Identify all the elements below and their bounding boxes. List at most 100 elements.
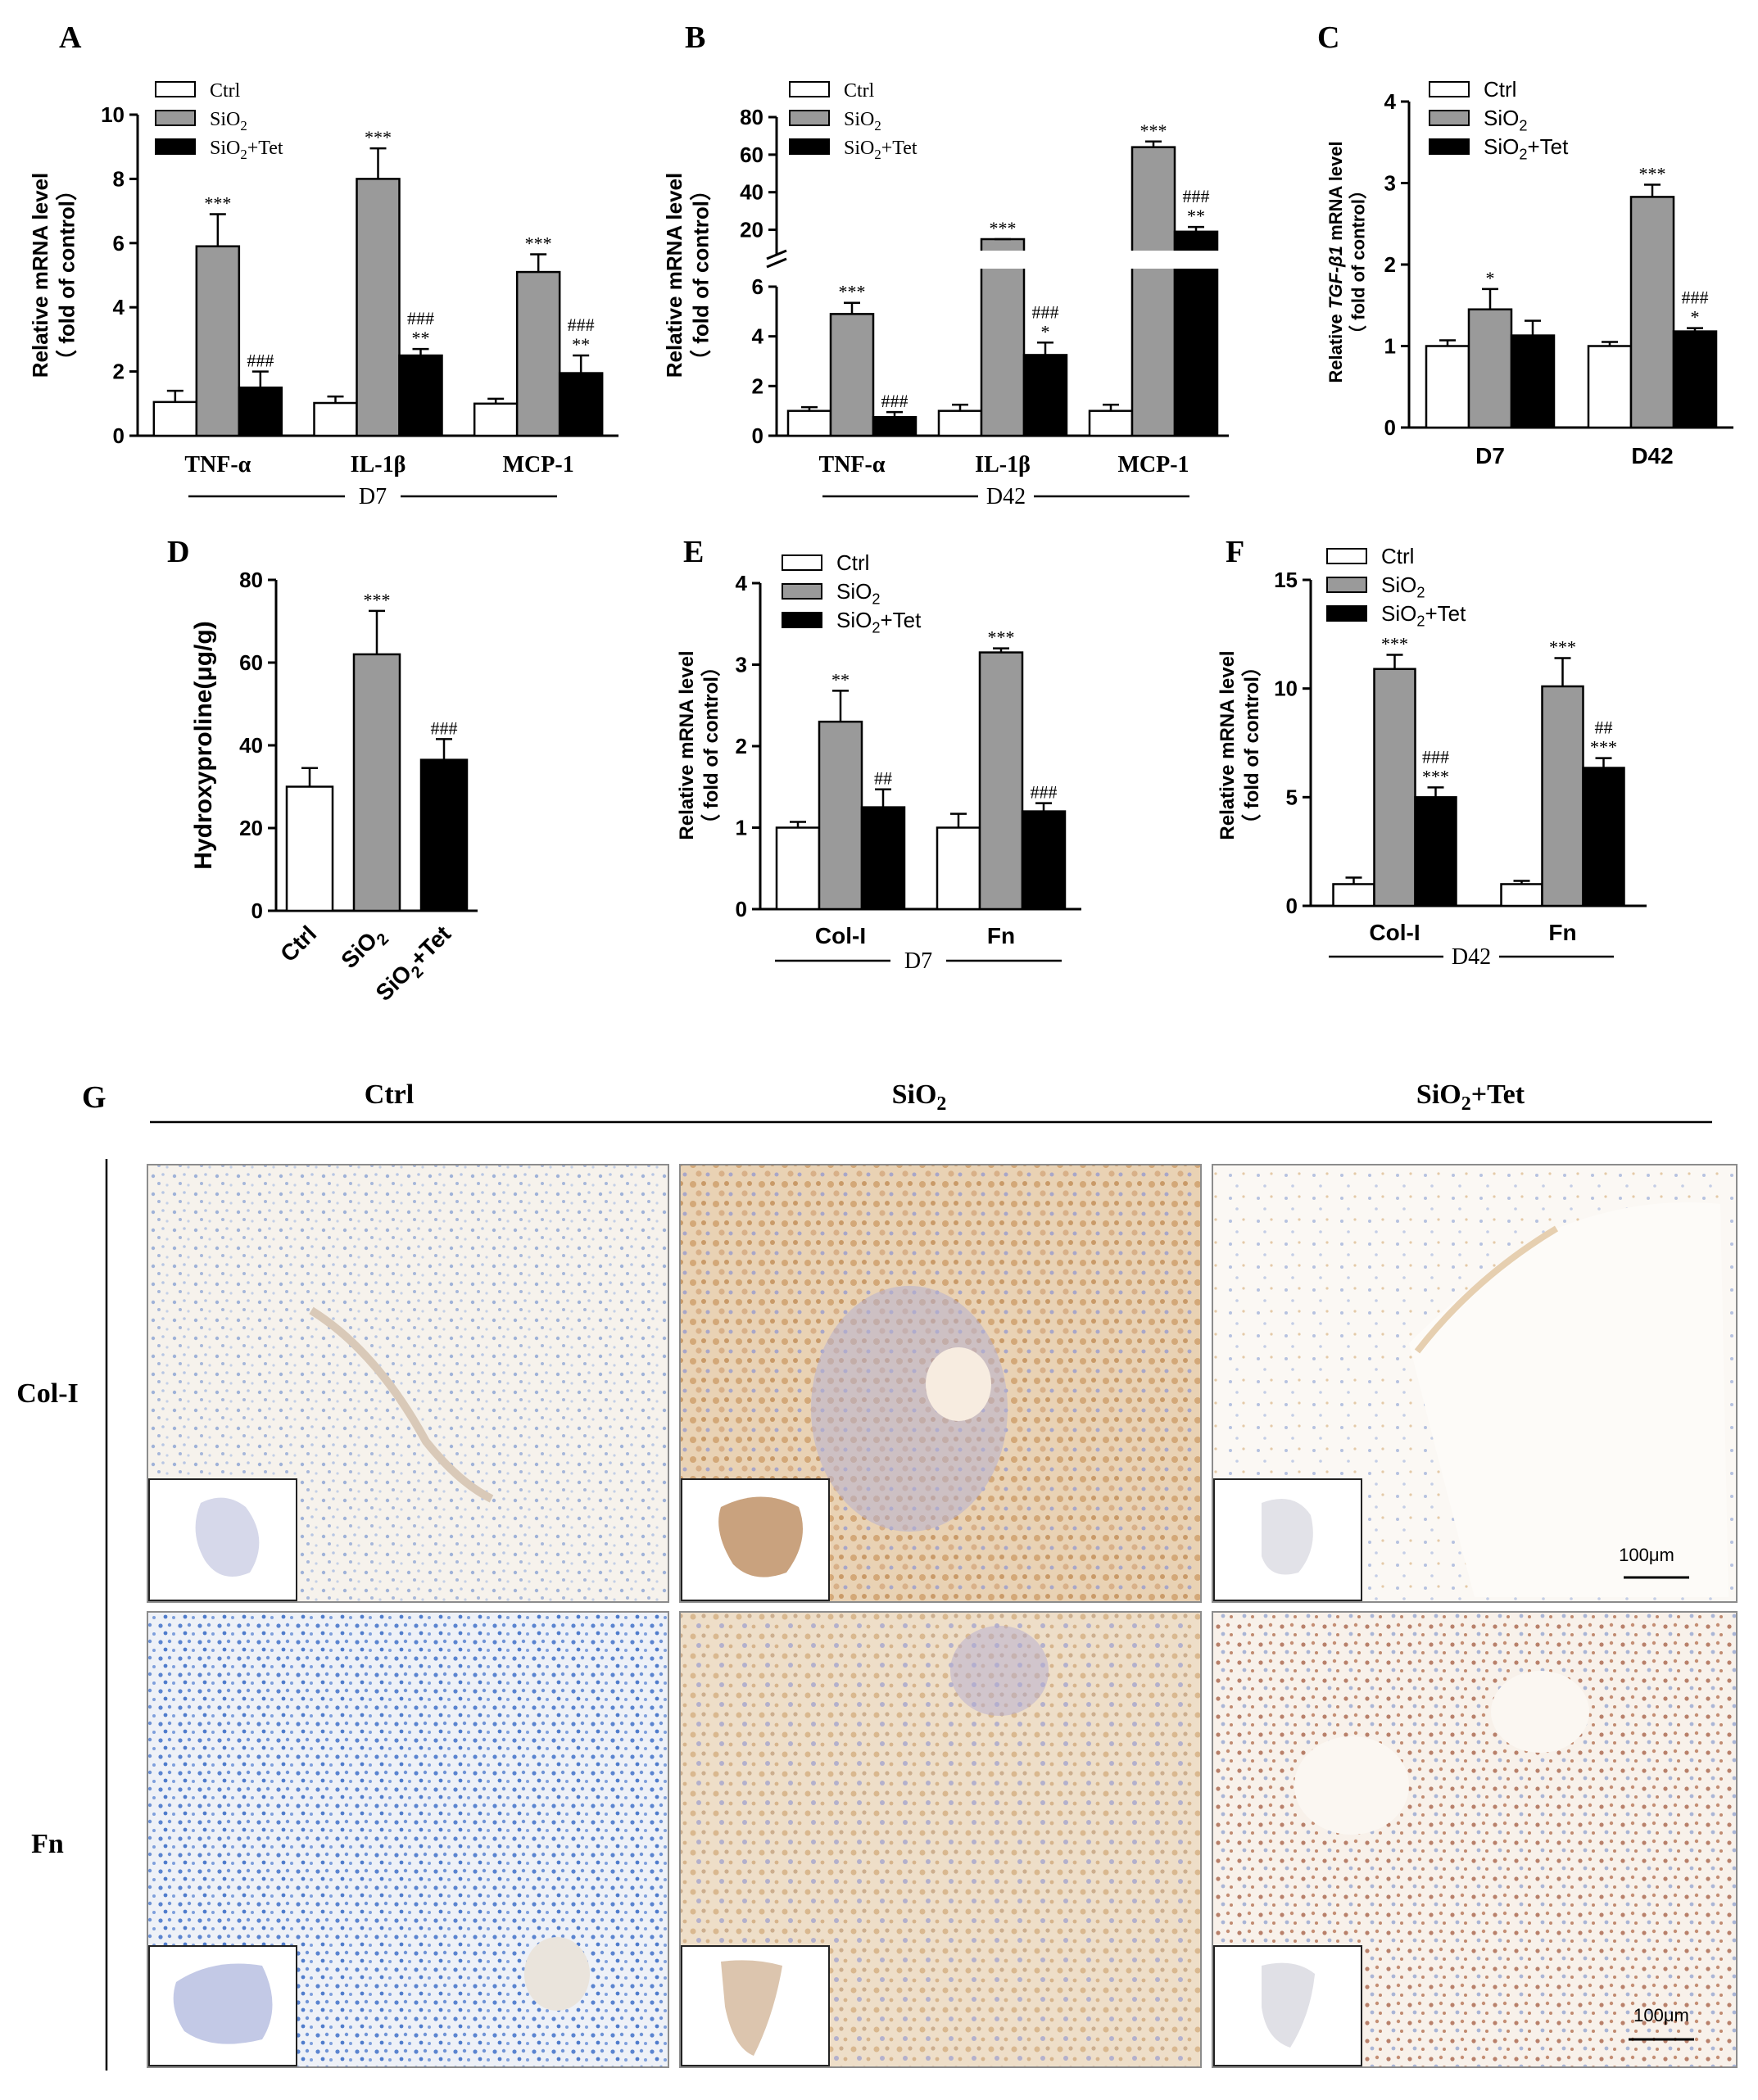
y-tick-label-3: 60 [239,650,263,675]
y-tick-label-0: 0 [251,898,263,923]
y-tick-label-0: 0 [736,897,747,921]
legend-label-2-suffix: +Tet [880,608,922,632]
bar-0-0 [786,410,832,437]
y-label-part-0-0: Relative [1325,309,1346,383]
y-label: Hydroxyproline(μg/g) [190,621,217,869]
legend-label-2-suffix: +Tet [1425,601,1466,626]
legend-swatch-1 [782,583,822,600]
y-tick-label-4: 8 [113,166,125,191]
panel-letter-a: A [59,20,82,55]
panel-letter-f: F [1226,535,1244,569]
x-tick-label-0: Col-I [815,923,866,948]
tile-col1-sio2 [679,1164,1202,1603]
ann-1-2-0: *** [1590,737,1617,758]
legend-swatch-1 [1326,577,1367,593]
y-label-line-0: Relative mRNA level [1217,650,1239,840]
ann-0-2-0: ### [247,351,274,371]
ann-1-0: *** [364,590,391,610]
y-tick-high-label-3: 80 [740,105,763,129]
bar-1-0 [937,410,983,437]
panel-letter-e: E [683,535,704,569]
y-label-line-1: （ fold of control） [1241,657,1263,834]
group-d7-gap [345,482,401,506]
axis-break-2 [766,257,787,269]
ann-2-2-1: ### [1183,186,1210,206]
legend-swatch-1 [1429,110,1470,126]
legend-label-2-suffix: +Tet [247,138,283,159]
y-tick-label-5: 10 [101,102,125,127]
legend-swatch-0 [1326,548,1367,564]
legend-label-1-sub: 2 [872,591,880,608]
x-tick-label-2: MCP-1 [1117,452,1189,477]
legend-swatch-2 [1326,605,1367,622]
group-d42-gap [978,482,1034,506]
y-label-line-1: （ fold of control） [55,179,79,371]
y-label-line-0: Relative TGF-β1 mRNA level [1325,141,1346,382]
histology-col-tet: SiO2+Tet [1416,1079,1525,1115]
ann-1-1-0: *** [1639,163,1666,183]
bar-0-1 [1373,668,1416,907]
ann-1-1-0: *** [365,127,392,147]
legend-label-1-main: SiO [1381,573,1416,597]
legend-label-2-main: SiO [1381,601,1416,626]
legend-label-1: SiO2 [1381,573,1425,601]
group-f-d42-gap [1443,942,1499,966]
legend-swatch-1 [789,110,830,126]
y-label-line-0: Relative mRNA level [28,173,52,378]
scalebar-bottom-label: 100μm [1633,2005,1689,2025]
histology-row-col1: Col-I [16,1378,79,1409]
ann-1-2-1: ### [1682,287,1709,308]
bar-2 [419,758,469,912]
y-tick-label-2: 2 [736,734,747,758]
y-label: Relative mRNA level（ fold of control） [1217,650,1263,840]
legend-swatch-1 [155,110,196,126]
tile-fn-sio2 [679,1611,1202,2068]
x-tick-label-0: Col-I [1369,920,1420,945]
y-tick-label-4: 4 [1384,89,1397,114]
scalebar-top: 100μm [1619,1545,1689,1579]
y-tick-low-label-3: 6 [752,274,763,299]
ann-0-1-0: *** [204,193,231,214]
legend-label-0-main: Ctrl [844,80,875,102]
bar-1-2 [1022,354,1068,437]
ann-1-1-0: *** [990,218,1017,238]
legend-label-0-main: Ctrl [1381,544,1414,568]
histology-col-sio2-sub: 2 [936,1093,946,1115]
bar-1-2 [1672,330,1718,429]
legend-label-1: SiO2 [844,109,881,134]
x-tick-label-1: SiO2 [336,921,392,977]
legend-label-1-sub: 2 [1416,585,1425,601]
legend-label-0: Ctrl [1484,77,1516,102]
y-tick-low-label-0: 0 [752,423,763,448]
bar-0-0 [1425,345,1470,429]
y-tick-high-label-1: 40 [740,180,763,205]
ann-1-2-1: ### [407,308,434,328]
x-tick-label-1: IL-1β [351,452,406,477]
scalebar-top-label: 100μm [1619,1545,1674,1565]
legend-label-1-main: SiO [1484,106,1519,130]
y-tick-label-1: 20 [239,816,263,840]
y-label-line-1: （ fold of control） [1348,181,1369,343]
bar-1 [352,653,401,912]
legend-label-2-suffix: +Tet [1527,134,1569,159]
ann-2-2-0: ** [572,334,590,355]
x-tick-label-0: TNF-α [184,452,251,477]
legend-label-0: Ctrl [1381,544,1414,568]
x-tick-label-1: D42 [1631,443,1673,468]
ann-1-2-0: * [1041,321,1050,342]
tile-fn-tet [1212,1611,1738,2068]
legend-label-2-main: SiO [836,608,872,632]
histology-col-sio2: SiO2 [892,1079,947,1115]
y-label-part-0-1: TGF-β1 [1325,246,1346,309]
bar-break-2-2 [1173,251,1219,269]
legend-label-0-main: Ctrl [1484,77,1516,102]
panel-letter-c: C [1317,20,1339,55]
ann-0-2-0: ## [874,768,892,789]
legend-label-2-suffix: +Tet [881,138,918,159]
chart-e: 0 1 2 3 4 ** ## Col-I *** ### Fn Relative mRNA leve… [676,550,1081,974]
legend-swatch-0 [1429,81,1470,97]
legend-label-0-main: Ctrl [836,550,869,575]
ann-0-1-0: ** [831,669,850,690]
bar-0-0 [152,401,198,437]
